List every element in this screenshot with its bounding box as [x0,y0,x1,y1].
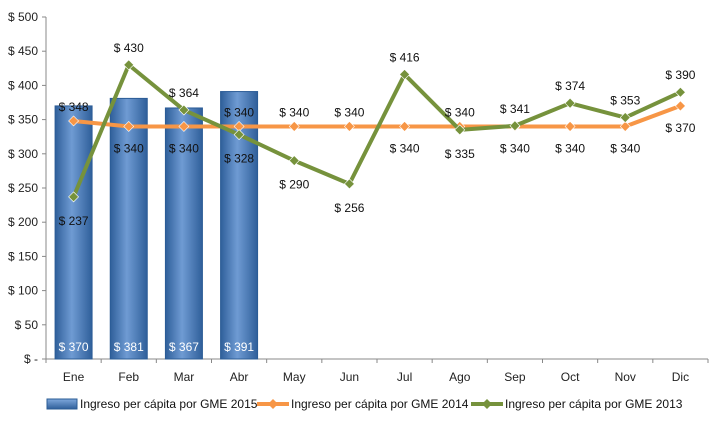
y-tick-label: $ 500 [8,10,38,24]
x-tick-label: Sep [504,370,526,384]
series-2013-data-label: $ 353 [610,94,640,108]
y-tick-label: $ 300 [8,147,38,161]
series-2013-data-label: $ 341 [500,102,530,116]
legend-swatch-2015 [46,398,78,410]
y-tick-label: $ 350 [8,113,38,127]
x-tick-label: May [283,370,306,384]
series-2014-point [619,121,631,132]
series-2013-line [71,62,682,198]
line-series [68,59,686,203]
series-2014-point [123,121,135,132]
bar-data-label: $ 391 [224,340,254,354]
legend-marker-2013 [482,399,492,409]
series-2014-point [399,121,411,132]
series-2013-data-label: $ 416 [390,50,420,64]
series-2014-data-label: $ 340 [279,105,309,119]
axes: $ - $ 50 $ 100 $ 150 $ 200 $ 250 $ 300 $ 350 $ 4… [8,10,709,384]
series-2013-point [564,97,576,109]
bar [109,97,148,360]
x-tick-label: Dic [672,370,689,384]
series-2014-data-label: $ 340 [114,141,144,155]
series-2013-point [509,120,521,132]
series-2013-point [399,69,411,80]
y-tick-label: $ 450 [8,44,38,58]
series-2014-point [68,115,80,127]
y-tick-label: $ 400 [8,78,38,92]
series-2014-data-label: $ 348 [59,100,89,114]
y-tick-label: $ - [24,352,38,366]
series-2013-data-label: $ 390 [665,68,695,82]
x-tick-label: Ene [63,370,85,384]
series-2013-point [178,104,190,116]
legend-label-2013: Ingreso per cápita por GME 2013 [505,397,683,411]
series-2013-data-label: $ 256 [334,201,364,215]
x-tick-label: Feb [118,370,139,384]
series-2013-point [454,124,466,136]
y-tick-label: $ 250 [8,181,38,195]
y-tick-label: $ 100 [8,284,38,298]
x-tick-label: Abr [230,370,249,384]
series-2014-data-label: $ 340 [610,141,640,155]
series-2014-data-label: $ 340 [390,141,420,155]
series-2014-data-label: $ 340 [334,105,364,119]
series-2013-data-label: $ 364 [169,86,199,100]
series-2014-point [564,121,576,132]
bar-data-label: $ 370 [59,340,89,354]
bar-data-label: $ 381 [114,340,144,354]
series-2013-point [123,59,135,71]
series-2013-point [343,178,355,190]
series-2014-point [178,121,190,132]
x-tick-label: Nov [615,370,636,384]
y-tick-label: $ 150 [8,249,38,263]
series-2013-data-label: $ 290 [279,178,309,192]
x-tick-label: Ago [449,370,471,384]
series-2013-data-label: $ 335 [445,147,475,161]
legend-label-2015: Ingreso per cápita por GME 2015 [80,397,258,411]
series-2014-data-label: $ 340 [445,105,475,119]
series-2013-data-label: $ 374 [555,79,585,93]
legend: Ingreso per cápita por GME 2015 Ingreso p… [46,397,683,411]
bar-data-label: $ 367 [169,340,199,354]
legend-marker-2014 [268,399,278,409]
data-labels: $ 370 $ 381 $ 367 $ 391 $ 348 $ 340 $ 340 $ 340… [59,41,696,354]
series-2013-point [233,129,245,141]
series-2014-point [674,100,686,112]
series-2014-data-label: $ 340 [555,141,585,155]
x-tick-label: Jul [397,370,412,384]
series-2013-point [68,191,80,203]
x-tick-label: Mar [174,370,195,384]
series-2014-data-label: $ 340 [169,141,199,155]
series-2013-data-label: $ 237 [59,214,89,228]
series-2014-data-label: $ 340 [224,105,254,119]
series-2013-data-label: $ 328 [224,152,254,166]
y-tick-label: $ 50 [15,318,39,332]
series-2013-data-label: $ 430 [114,41,144,55]
legend-label-2014: Ingreso per cápita por GME 2014 [291,397,469,411]
series-2013-point [288,155,300,167]
y-tick-label: $ 200 [8,215,38,229]
x-tick-label: Oct [561,370,580,384]
series-2013-point [619,112,631,123]
bar [54,105,93,360]
series-2014-point [343,121,355,132]
series-2014-data-label: $ 370 [665,121,695,135]
series-2014-point [288,121,300,132]
series-2013-point [674,86,686,98]
series-2014-data-label: $ 340 [500,141,530,155]
bar-series [54,91,259,360]
x-tick-label: Jun [340,370,359,384]
